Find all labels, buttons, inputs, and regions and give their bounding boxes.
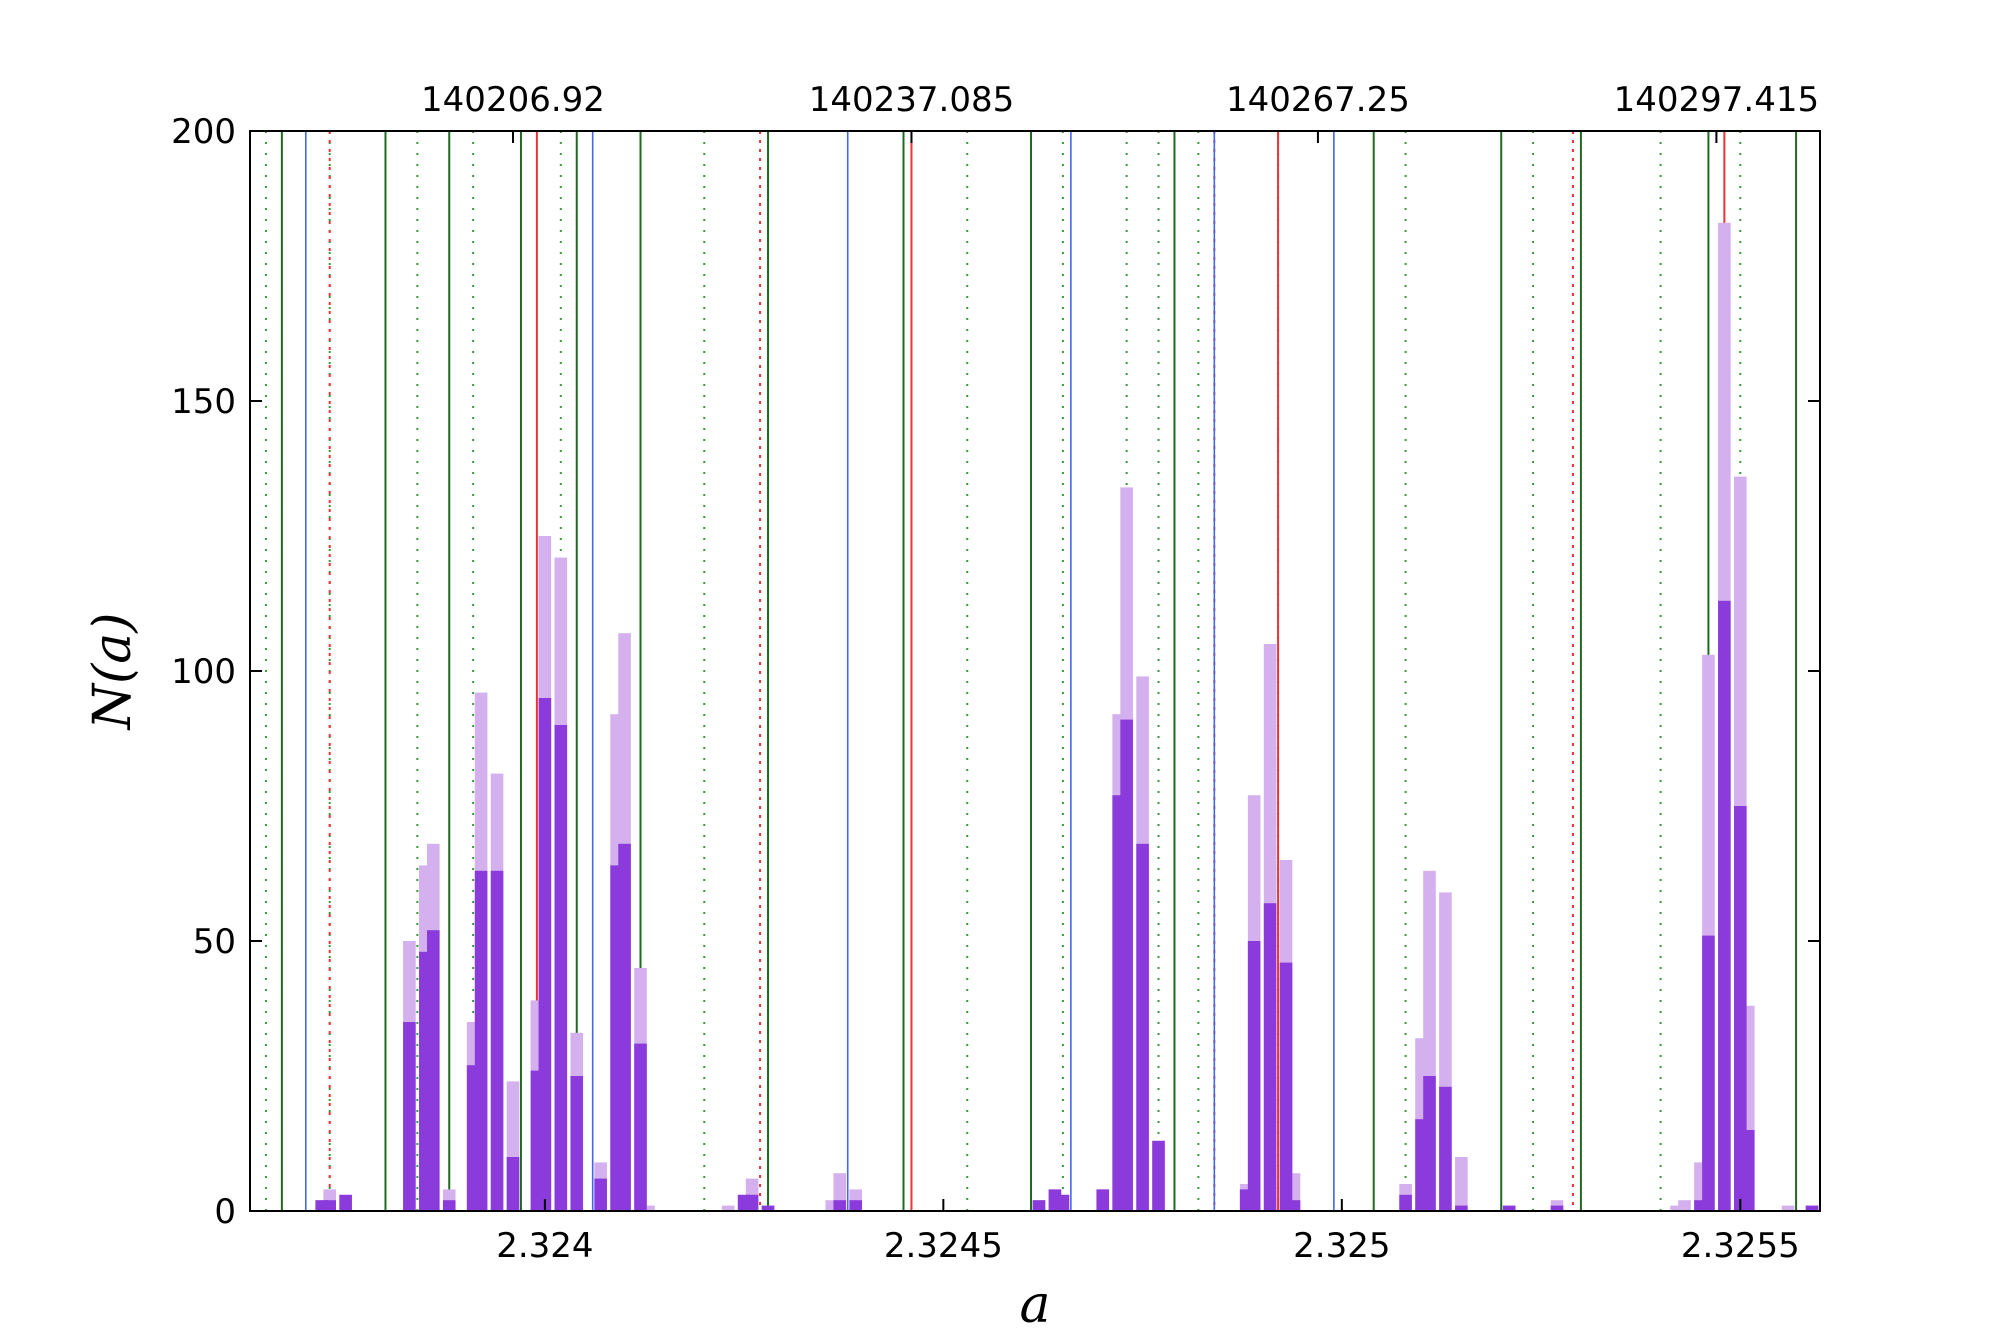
histogram-bar-dark <box>1550 1205 1564 1211</box>
histogram-bar-dark <box>474 870 488 1211</box>
histogram-bar-dark <box>1263 903 1277 1211</box>
histogram-bar-light <box>721 1205 735 1211</box>
x-axis-label: a <box>1019 1275 1050 1331</box>
x-tick-label: 2.325 <box>1293 1226 1390 1266</box>
y-tick-label: 150 <box>171 382 236 422</box>
histogram-bar-dark <box>538 698 552 1211</box>
histogram-bar-light <box>642 1205 655 1211</box>
histogram-bar-light <box>825 1200 839 1211</box>
histogram-bar-dark <box>1702 935 1715 1211</box>
y-tick-label: 200 <box>171 112 236 152</box>
top-tick-label: 140297.415 <box>1614 80 1820 120</box>
histogram-bar-dark <box>427 930 440 1211</box>
histogram-bar-dark <box>761 1205 775 1211</box>
histogram-bar-dark <box>634 1043 647 1211</box>
histogram-bar-dark <box>1399 1194 1412 1211</box>
histogram-bar-dark <box>1734 806 1747 1211</box>
histogram-bar-dark <box>594 1178 607 1211</box>
histogram-bar-dark <box>570 1076 584 1211</box>
histogram-bar-dark <box>849 1200 862 1211</box>
histogram-bar-dark <box>442 1200 456 1211</box>
histogram-bar-light <box>1678 1200 1691 1211</box>
histogram-bars <box>315 222 1819 1212</box>
y-tick-label: 50 <box>193 922 236 962</box>
histogram-bar-dark <box>833 1200 847 1211</box>
axis-ticks: 2.324 2.3245 2.325 2.3255 140206.92 140237.08… <box>171 80 1820 1266</box>
x-tick-label: 2.324 <box>496 1226 593 1266</box>
histogram-bar-dark <box>1694 1200 1707 1211</box>
histogram-bar-dark <box>506 1157 520 1211</box>
y-tick-label: 0 <box>214 1192 236 1232</box>
histogram-bar-light <box>1781 1205 1795 1211</box>
top-tick-label: 140267.25 <box>1226 80 1410 120</box>
histogram-bar-dark <box>1136 843 1149 1211</box>
histogram-bar-dark <box>1455 1205 1468 1211</box>
histogram-bar-dark <box>1439 1086 1452 1211</box>
histogram-bar-dark <box>1423 1076 1436 1211</box>
histogram-bar-dark <box>1152 1140 1165 1211</box>
histogram-bar-dark <box>490 870 504 1211</box>
histogram-bar-dark <box>1502 1205 1516 1211</box>
histogram-bar-dark <box>1247 941 1261 1211</box>
histogram-bar-light <box>1670 1205 1683 1211</box>
histogram-bar-dark <box>1718 600 1731 1211</box>
histogram-bar-dark <box>315 1200 329 1211</box>
y-tick-label: 100 <box>171 652 236 692</box>
histogram-bar-dark <box>1287 1200 1301 1211</box>
histogram-bar-dark <box>1805 1205 1819 1211</box>
histogram-bar-light <box>1455 1157 1468 1211</box>
histogram-bar-dark <box>1279 962 1293 1211</box>
top-tick-label: 140206.92 <box>421 80 605 120</box>
histogram-bar-dark <box>1096 1189 1110 1211</box>
x-tick-label: 2.3245 <box>884 1226 1003 1266</box>
y-axis-label: N(a) <box>83 612 143 731</box>
histogram-bar-dark <box>1120 719 1133 1211</box>
histogram-bar-dark <box>339 1194 352 1211</box>
histogram-bar-dark <box>1056 1194 1070 1211</box>
top-tick-label: 140237.085 <box>809 80 1015 120</box>
histogram-bar-dark <box>403 1022 416 1211</box>
histogram-bar-dark <box>745 1194 759 1211</box>
histogram-bar-dark <box>618 843 631 1211</box>
x-tick-label: 2.3255 <box>1681 1226 1800 1266</box>
histogram-bar-dark <box>1741 1130 1755 1211</box>
histogram-bar-dark <box>1032 1200 1046 1211</box>
histogram-bar-dark <box>554 725 568 1211</box>
histogram-bar-dark <box>323 1200 336 1211</box>
